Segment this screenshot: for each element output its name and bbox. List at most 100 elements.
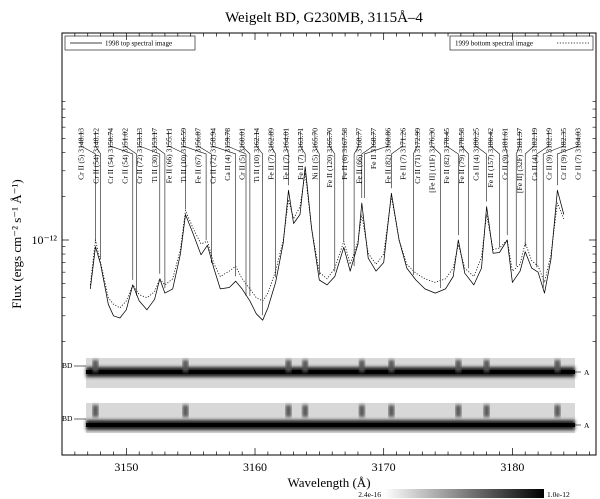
spectral-image-emission xyxy=(182,360,189,372)
line-id-label: [Fe II] (11F) 3176.30 xyxy=(428,128,437,193)
line-id-label: Fe II (7) 3171.26 xyxy=(398,128,407,180)
line-id-leader xyxy=(475,131,487,202)
line-id-leader xyxy=(314,131,320,275)
spectral-image-emission xyxy=(182,405,189,417)
spectral-image-right-label: A xyxy=(584,421,590,430)
colorbar-max-label: 1.0e-12 xyxy=(547,490,570,499)
line-id-leader xyxy=(80,131,96,242)
line-id-label: Fe II (157) 3180.42 xyxy=(486,128,495,188)
colorbar: 2.4e-16 1.0e-12 xyxy=(358,489,570,499)
line-id-leader xyxy=(95,131,101,260)
spectral-image-left-label: BD xyxy=(62,414,73,423)
spectral-images: BD A BD A xyxy=(62,358,590,433)
spectral-image-emission xyxy=(285,405,292,417)
line-id-leader xyxy=(241,131,251,296)
spectral-image-right-label: A xyxy=(584,368,590,377)
line-id-leader xyxy=(431,131,441,289)
spectral-image-emission xyxy=(302,405,309,417)
spectral-image-emission xyxy=(302,360,309,372)
line-id-label: Fe II 3168.77 xyxy=(369,128,378,169)
line-id-leader xyxy=(446,131,459,235)
line-id-leader xyxy=(460,131,469,269)
line-id-label: Fe II (7) 3163.71 xyxy=(296,128,305,180)
colorbar-min-label: 2.4e-16 xyxy=(358,490,381,499)
x-tick-label: 3180 xyxy=(500,460,524,474)
line-id-label: Fe II (79) 3178.58 xyxy=(457,128,466,184)
line-id-leader xyxy=(197,131,212,264)
line-id-leader xyxy=(536,131,550,268)
series-line-1998 xyxy=(89,166,565,321)
legend: 1998 top spectral image 1999 bottom spec… xyxy=(64,35,594,51)
spectral-image-emission xyxy=(285,360,292,372)
line-id-leader xyxy=(413,131,418,275)
y-axis: 10⁻¹² xyxy=(31,101,596,342)
line-id-label: Cr II (5) 3148.13 xyxy=(77,128,86,180)
line-identifications: Cr II (5) 3148.13 Cr II (54) 3148.12 Cr II… xyxy=(77,128,583,316)
legend-box-right xyxy=(449,35,594,51)
line-id-label: Cr II (9) 3182.19 xyxy=(545,128,554,180)
spectral-image-emission xyxy=(483,360,490,372)
spectrum-series xyxy=(89,166,565,321)
y-axis-label: Flux (ergs cm⁻² s⁻¹ Å⁻¹) xyxy=(9,179,24,309)
spectral-image-emission xyxy=(358,360,365,372)
line-id-leader xyxy=(504,131,508,235)
spectral-image-emission xyxy=(455,360,462,372)
legend-box-left xyxy=(64,35,196,51)
spectral-image-emission xyxy=(358,405,365,417)
line-id-label: Cr II (5) 3160.01 xyxy=(238,128,247,180)
line-id-leader xyxy=(364,131,389,198)
x-tick-label: 3170 xyxy=(372,460,396,474)
line-id-label: Cr II (71) 3172.99 xyxy=(413,128,422,184)
spectral-image-emission xyxy=(455,405,462,417)
spectral-image-core xyxy=(86,370,575,374)
line-id-label: Fe II (66) 3168.77 xyxy=(354,128,363,184)
line-id-label: Ti II (10) 3156.59 xyxy=(179,128,188,183)
line-id-leader xyxy=(329,131,336,272)
line-id-leader xyxy=(109,131,134,280)
line-id-leader xyxy=(391,131,403,189)
line-id-label: Ca II (4) 3180.25 xyxy=(471,128,480,181)
line-id-label: Fe II (7) 3162.89 xyxy=(267,128,276,180)
line-id-leader xyxy=(285,131,289,186)
line-id-leader xyxy=(270,131,276,278)
line-id-label: Ti II (30) 3153.17 xyxy=(150,128,159,183)
line-id-label: Cr II (7) 3184.03 xyxy=(574,128,583,180)
x-tick-label: 3150 xyxy=(114,460,138,474)
line-id-leader xyxy=(542,131,564,289)
line-id-label: Cr II (9) 3182.35 xyxy=(559,128,568,180)
line-id-leader xyxy=(361,131,374,198)
line-id-leader xyxy=(183,131,207,241)
line-id-leader xyxy=(212,131,236,277)
line-id-label: Ni II (5) 3165.70 xyxy=(311,128,320,180)
line-id-label: Fe II (67) 3156.87 xyxy=(194,128,203,184)
plot-frame xyxy=(61,32,597,456)
line-id-label: Ti II (10) 3162.14 xyxy=(252,128,261,183)
line-id-label: Fe II (7) 3164.01 xyxy=(281,128,290,180)
spectral-image-left-label: BD xyxy=(62,361,73,370)
x-axis: 3150 3160 3170 3180 xyxy=(74,33,590,474)
line-id-leader xyxy=(557,131,579,186)
chart-title: Weigelt BD, G230MB, 3115Å–4 xyxy=(225,10,423,26)
x-axis-label: Wavelength (Å) xyxy=(287,475,370,490)
spectral-image-emission xyxy=(92,360,99,372)
line-id-label: Cr II (54) 3148.12 xyxy=(91,128,100,184)
legend-label-1998: 1998 top spectral image xyxy=(105,40,172,48)
line-id-label: Fe II (6) 3167.58 xyxy=(340,128,349,180)
colorbar-gradient xyxy=(384,489,544,498)
line-id-leader xyxy=(256,131,263,316)
line-id-label: Cr II (9) 3181.61 xyxy=(501,128,510,180)
line-id-label: Cr II (54) 3150.74 xyxy=(106,128,115,184)
x-tick-label: 3160 xyxy=(243,460,267,474)
y-tick-label: 10⁻¹² xyxy=(31,233,57,247)
line-id-label: Cr II (72) 3158.94 xyxy=(208,128,217,184)
spectral-image-emission xyxy=(92,405,99,417)
line-id-leader xyxy=(524,131,535,247)
line-id-label: Ca II (4) 3159.78 xyxy=(223,128,232,181)
line-id-leader xyxy=(515,131,520,267)
spectral-image-core xyxy=(86,423,575,427)
line-id-label: Fe II (82) 3168.86 xyxy=(384,128,393,184)
line-id-label: Fe II (82) 3178.45 xyxy=(442,128,451,184)
line-id-label: Fe II (66) 3155.11 xyxy=(164,128,173,184)
spectral-image-emission xyxy=(388,360,395,372)
